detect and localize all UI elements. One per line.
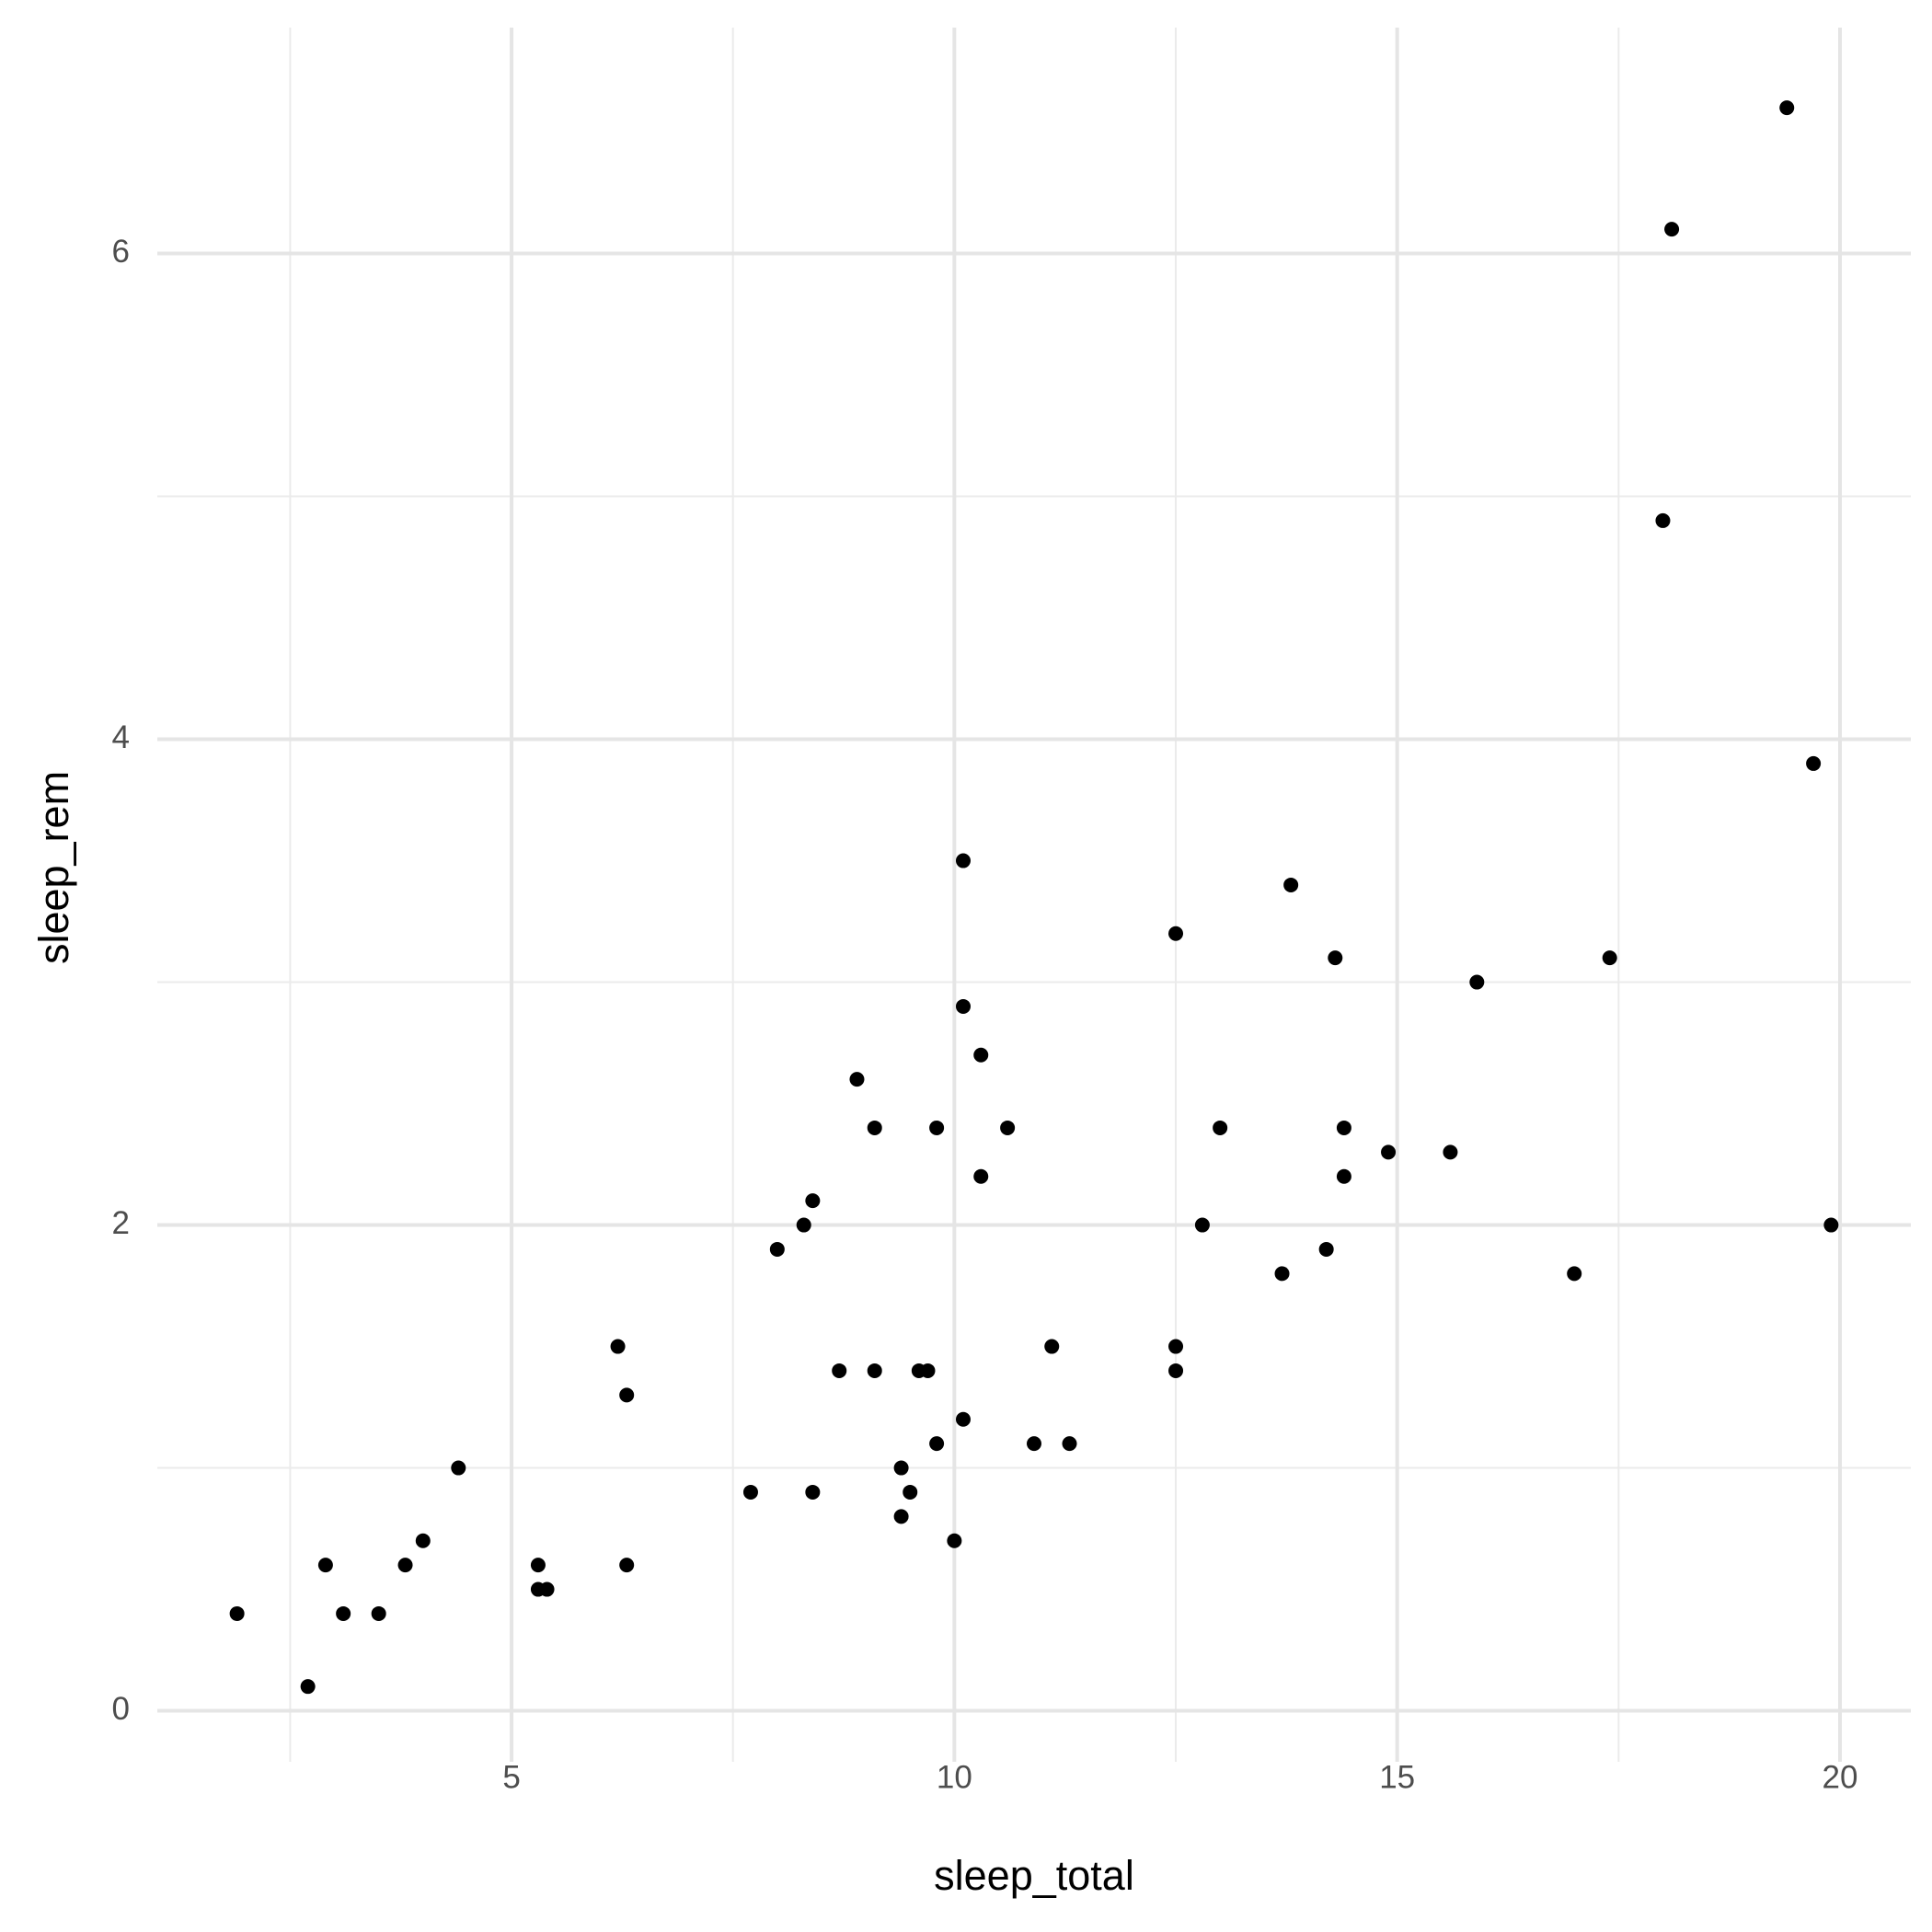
point: [1274, 1266, 1290, 1282]
point: [1168, 926, 1184, 941]
point: [415, 1533, 431, 1548]
point: [920, 1363, 936, 1378]
point: [973, 1168, 989, 1184]
point: [769, 1241, 785, 1257]
point: [1318, 1241, 1334, 1257]
point: [1336, 1120, 1351, 1135]
point: [1823, 1217, 1839, 1233]
point: [893, 1509, 909, 1524]
x-tick-label: 15: [1379, 1759, 1415, 1795]
point: [805, 1484, 821, 1500]
point: [742, 1484, 758, 1500]
point: [1213, 1120, 1228, 1135]
point: [610, 1339, 626, 1354]
x-tick-label: 10: [937, 1759, 972, 1795]
point: [530, 1558, 546, 1573]
point: [229, 1605, 245, 1621]
point: [1044, 1339, 1060, 1354]
point: [867, 1120, 882, 1135]
point: [1806, 755, 1822, 771]
point: [1027, 1436, 1041, 1452]
point: [805, 1193, 821, 1209]
point: [1168, 1339, 1184, 1354]
point: [832, 1363, 847, 1378]
point: [539, 1581, 555, 1597]
point: [947, 1533, 962, 1548]
x-axis-title: sleep_total: [934, 1852, 1134, 1899]
point: [973, 1047, 989, 1063]
y-tick-label: 4: [112, 719, 130, 755]
point: [1779, 100, 1795, 116]
point: [955, 1411, 971, 1427]
y-tick-label: 6: [112, 234, 130, 270]
point: [849, 1072, 865, 1087]
point: [929, 1436, 945, 1452]
point: [955, 853, 971, 868]
point: [1443, 1144, 1458, 1160]
point: [300, 1679, 316, 1695]
y-axis-title: sleep_rem: [30, 771, 77, 964]
point: [955, 998, 971, 1014]
grid: [157, 28, 1911, 1762]
points: [229, 100, 1839, 1695]
point: [1000, 1120, 1016, 1135]
point: [867, 1363, 882, 1378]
y-tick-label: 2: [112, 1205, 130, 1241]
point: [1283, 877, 1299, 892]
point: [893, 1460, 909, 1476]
point: [1381, 1144, 1397, 1160]
point: [1168, 1363, 1184, 1378]
point: [451, 1460, 466, 1476]
point: [317, 1558, 333, 1573]
point: [1602, 950, 1617, 966]
x-tick-label: 20: [1823, 1759, 1858, 1795]
point: [371, 1605, 386, 1621]
point: [619, 1387, 635, 1403]
point: [796, 1217, 811, 1233]
point: [1469, 974, 1485, 990]
point: [929, 1120, 945, 1135]
point: [903, 1484, 918, 1500]
point: [336, 1605, 351, 1621]
point: [397, 1558, 413, 1573]
y-tick-label: 0: [112, 1691, 130, 1727]
point: [1336, 1168, 1351, 1184]
point: [1194, 1217, 1210, 1233]
point: [1655, 512, 1671, 528]
point: [619, 1558, 635, 1573]
point: [1062, 1436, 1077, 1452]
point: [1567, 1266, 1582, 1282]
x-tick-label: 5: [502, 1759, 520, 1795]
point: [1664, 222, 1680, 237]
point: [1328, 950, 1343, 966]
